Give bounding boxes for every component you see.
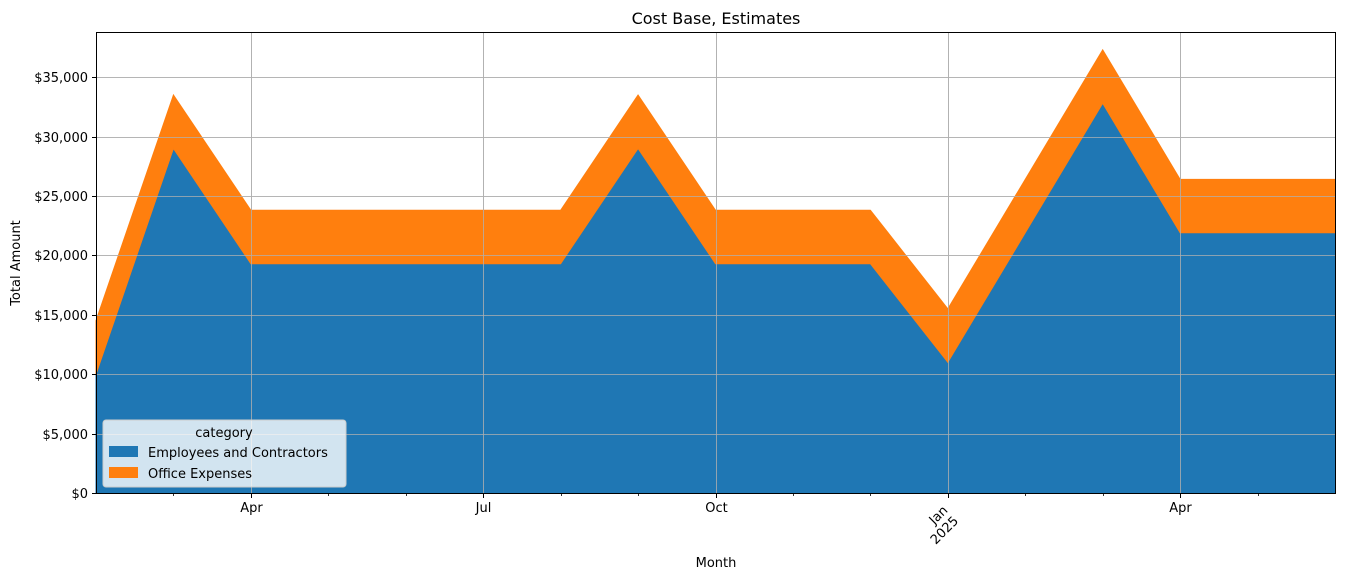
y-tick-label: $5,000 (43, 428, 89, 443)
legend-swatch-office (109, 467, 138, 478)
legend: category Employees and Contractors Offic… (102, 419, 347, 488)
legend-title: category (195, 426, 253, 441)
x-tick-label: Jul (475, 501, 492, 516)
x-axis-label: Month (696, 556, 737, 571)
legend-label-office: Office Expenses (148, 467, 252, 482)
x-tick-label: Oct (705, 501, 727, 516)
y-axis: $0 $5,000 $10,000 $15,000 $20,000 $25,000 $30,… (34, 71, 96, 502)
y-tick-label: $20,000 (34, 249, 88, 264)
legend-swatch-employees (109, 446, 138, 457)
y-tick-label: $35,000 (34, 71, 88, 86)
x-tick-label: Apr (1169, 501, 1192, 516)
y-tick-label: $10,000 (34, 368, 88, 383)
chart-title: Cost Base, Estimates (632, 9, 801, 28)
y-tick-label: $15,000 (34, 309, 88, 324)
legend-label-employees: Employees and Contractors (148, 446, 328, 461)
y-tick-label: $25,000 (34, 190, 88, 205)
legend-box (102, 419, 347, 488)
y-tick-label: $30,000 (34, 131, 88, 146)
x-tick-label: Apr (240, 501, 263, 516)
y-tick-label: $0 (71, 487, 88, 502)
y-axis-label: Total Amount (9, 220, 24, 307)
